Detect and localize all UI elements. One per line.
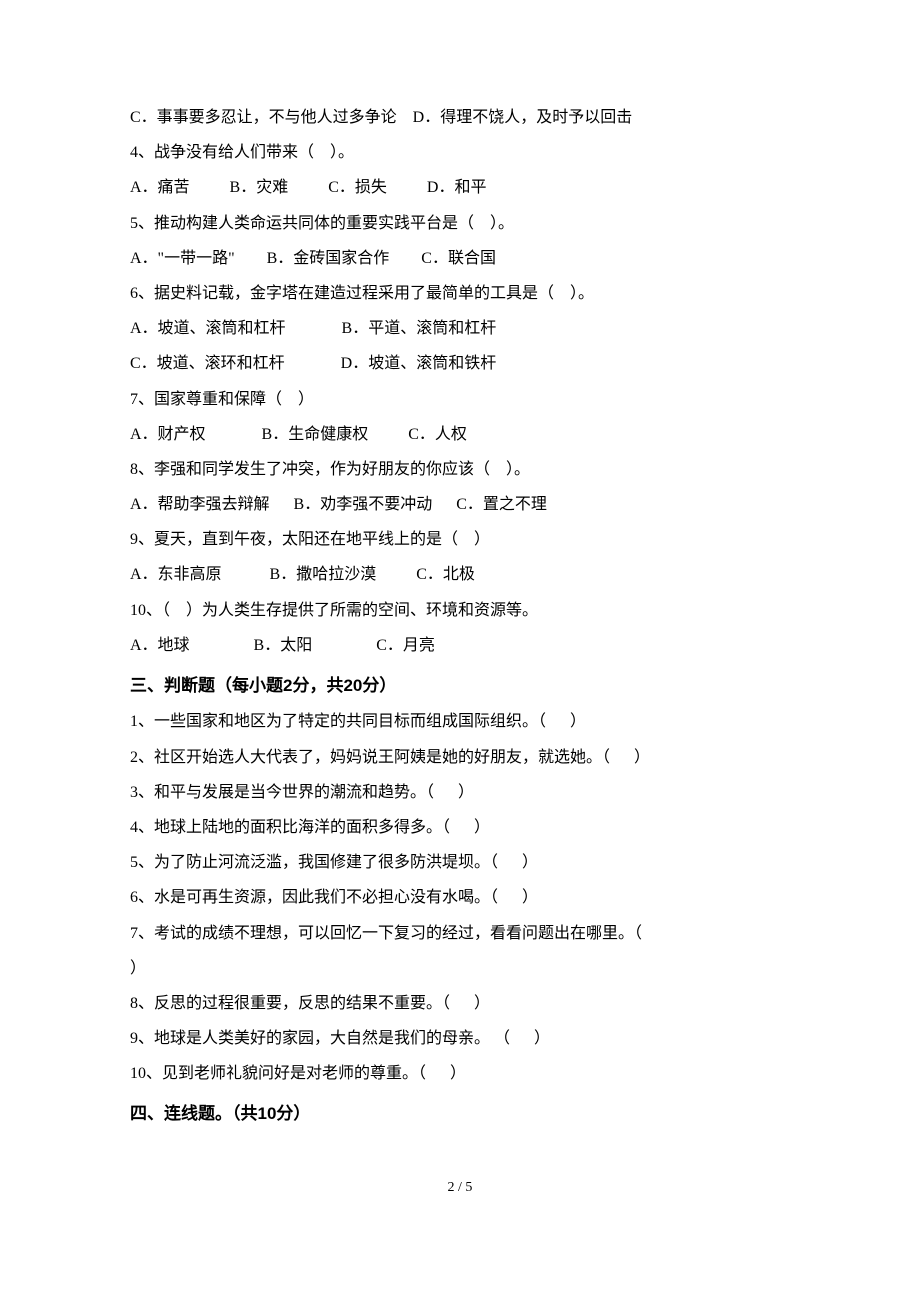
judge-6: 6、水是可再生资源，因此我们不必担心没有水喝。（ ） [130, 880, 790, 915]
q6-options-ab: A．坡道、滚筒和杠杆 B．平道、滚筒和杠杆 [130, 311, 790, 346]
q10-stem: 10、（ ）为人类生存提供了所需的空间、环境和资源等。 [130, 593, 790, 628]
judge-8: 8、反思的过程很重要，反思的结果不重要。（ ） [130, 986, 790, 1021]
q5-stem: 5、推动构建人类命运共同体的重要实践平台是（ ）。 [130, 206, 790, 241]
q7-stem: 7、国家尊重和保障（ ） [130, 382, 790, 417]
judge-4: 4、地球上陆地的面积比海洋的面积多得多。（ ） [130, 810, 790, 845]
q9-stem: 9、夏天，直到午夜，太阳还在地平线上的是（ ） [130, 522, 790, 557]
q6-stem: 6、据史料记载，金字塔在建造过程采用了最简单的工具是（ ）。 [130, 276, 790, 311]
judge-7-line2: ） [130, 951, 790, 986]
judge-2: 2、社区开始选人大代表了，妈妈说王阿姨是她的好朋友，就选她。（ ） [130, 740, 790, 775]
judge-3: 3、和平与发展是当今世界的潮流和趋势。（ ） [130, 775, 790, 810]
judge-10: 10、见到老师礼貌问好是对老师的尊重。（ ） [130, 1056, 790, 1091]
judge-5: 5、为了防止河流泛滥，我国修建了很多防洪堤坝。（ ） [130, 845, 790, 880]
judge-1: 1、一些国家和地区为了特定的共同目标而组成国际组织。（ ） [130, 704, 790, 739]
q6-options-cd: C．坡道、滚环和杠杆 D．坡道、滚筒和铁杆 [130, 346, 790, 381]
q4-stem: 4、战争没有给人们带来（ ）。 [130, 135, 790, 170]
section-4-heading: 四、连线题。（共10分） [130, 1095, 790, 1132]
q8-options: A．帮助李强去辩解 B．劝李强不要冲动 C．置之不理 [130, 487, 790, 522]
prev-question-options-cd: C．事事要多忍让，不与他人过多争论 D．得理不饶人，及时予以回击 [130, 100, 790, 135]
q9-options: A．东非高原 B．撒哈拉沙漠 C．北极 [130, 557, 790, 592]
q4-options: A．痛苦 B．灾难 C．损失 D．和平 [130, 170, 790, 205]
q5-options: A．"一带一路" B．金砖国家合作 C．联合国 [130, 241, 790, 276]
judge-7-line1: 7、考试的成绩不理想，可以回忆一下复习的经过，看看问题出在哪里。（ [130, 916, 790, 951]
q7-options: A．财产权 B．生命健康权 C．人权 [130, 417, 790, 452]
q10-options: A．地球 B．太阳 C．月亮 [130, 628, 790, 663]
section-3-heading: 三、判断题（每小题2分，共20分） [130, 667, 790, 704]
page-number: 2 / 5 [130, 1173, 790, 1204]
q8-stem: 8、李强和同学发生了冲突，作为好朋友的你应该（ ）。 [130, 452, 790, 487]
judge-9: 9、地球是人类美好的家园，大自然是我们的母亲。 （ ） [130, 1021, 790, 1056]
